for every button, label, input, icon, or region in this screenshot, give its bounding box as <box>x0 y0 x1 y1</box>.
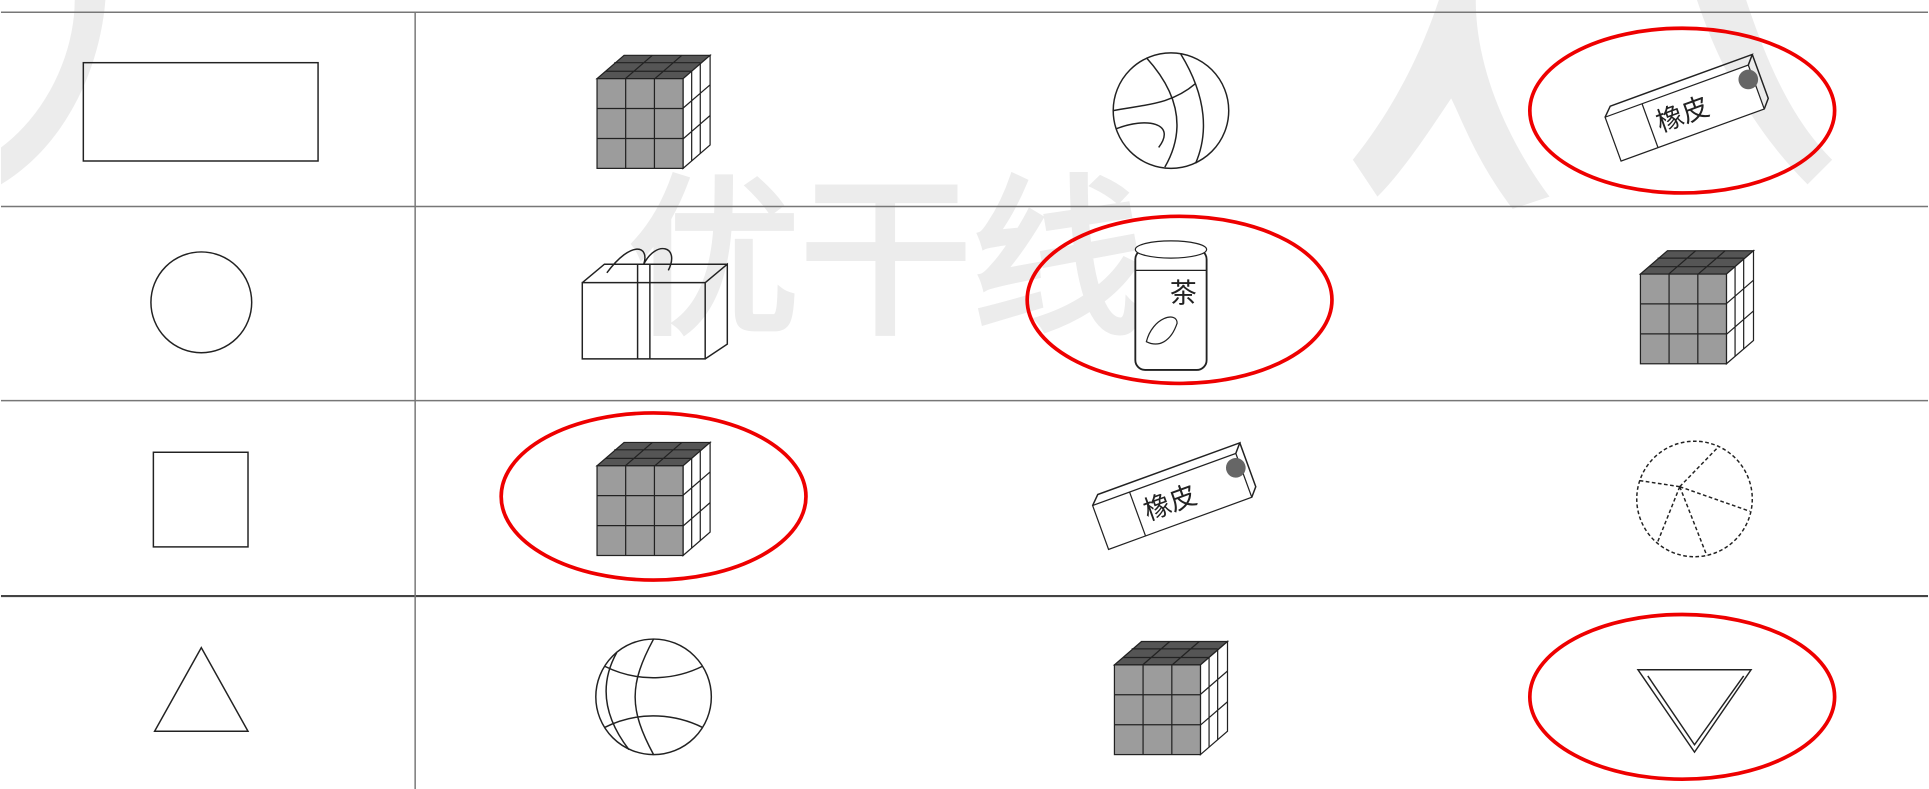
watermark: 优干线 <box>628 160 1144 361</box>
cube <box>1113 640 1229 756</box>
reference-shapes <box>82 61 319 732</box>
basketball <box>595 638 713 756</box>
watermark-strokes <box>0 0 1833 209</box>
eraser: 橡皮 <box>1091 441 1257 551</box>
triangular-prism <box>1636 669 1753 754</box>
beach-ball <box>1636 440 1754 558</box>
answer-circle <box>1527 612 1837 782</box>
gift-box <box>581 247 729 360</box>
tea-label: 茶 <box>1170 278 1197 309</box>
cube <box>1639 250 1755 365</box>
answer-circle <box>1527 26 1837 195</box>
answer-circle <box>1025 214 1334 386</box>
eraser: 橡皮 <box>1604 53 1770 162</box>
cube <box>596 54 711 169</box>
cube <box>596 441 711 557</box>
tea-can: 茶 <box>1134 240 1208 371</box>
grid <box>0 11 1929 789</box>
answer-circle <box>499 411 808 582</box>
volleyball <box>1112 52 1230 170</box>
